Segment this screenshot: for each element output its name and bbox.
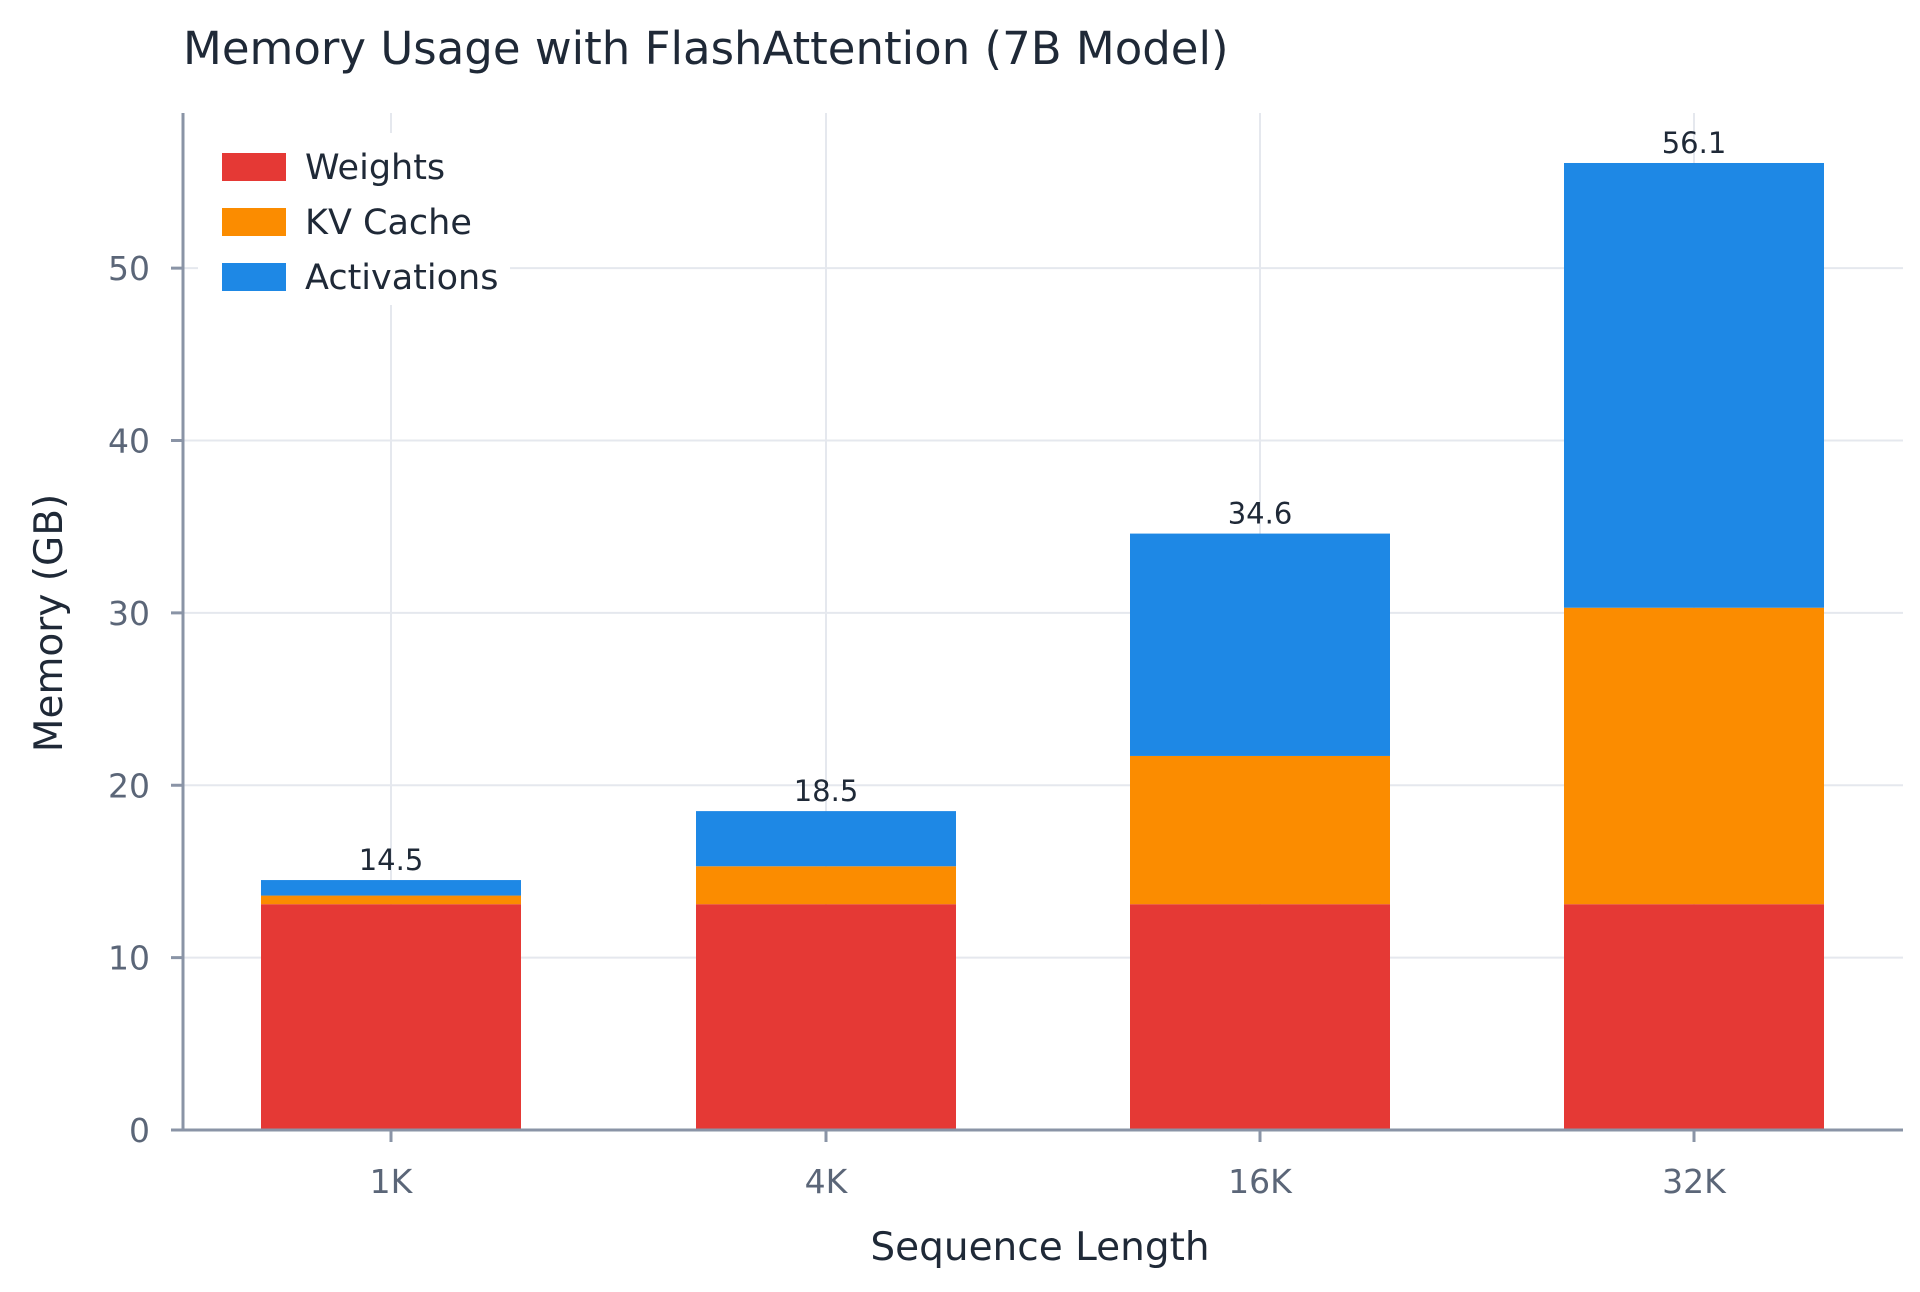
- legend-label-activations: Activations: [305, 258, 498, 298]
- y-tick-label-30: 30: [108, 594, 150, 633]
- legend-swatch-kv-cache: [222, 208, 286, 236]
- bar-kv-cache-1k: [261, 895, 521, 905]
- labels-layer: 14.5 18.5 34.6 56.1 0 10 20 30 40 50 1K 4K 16K 32K: [108, 126, 1727, 1201]
- bar-activations-4k: [696, 811, 956, 867]
- total-label-1k: 14.5: [359, 843, 424, 877]
- bar-kv-cache-16k: [1130, 755, 1390, 905]
- legend-swatch-activations: [222, 263, 286, 291]
- legend-label-kv-cache: KV Cache: [305, 203, 472, 243]
- y-tick-label-0: 0: [129, 1111, 150, 1150]
- y-tick-label-40: 40: [108, 422, 150, 461]
- bar-weights-4k: [696, 904, 956, 1130]
- y-axis-label: Memory (GB): [27, 494, 72, 752]
- bar-activations-16k: [1130, 533, 1390, 756]
- bar-activations-32k: [1564, 162, 1824, 608]
- bar-kv-cache-32k: [1564, 607, 1824, 905]
- axes-layer: [171, 113, 1903, 1142]
- x-tick-label-32k: 32K: [1662, 1162, 1727, 1201]
- legend-swatch-weights: [222, 153, 286, 181]
- bar-kv-cache-4k: [696, 866, 956, 905]
- x-axis-label: Sequence Length: [870, 1225, 1209, 1270]
- bar-weights-32k: [1564, 904, 1824, 1130]
- legend: Weights KV Cache Activations: [198, 133, 510, 305]
- y-tick-label-50: 50: [108, 249, 150, 288]
- x-tick-label-16k: 16K: [1228, 1162, 1293, 1201]
- bars-layer: [261, 162, 1824, 1130]
- x-tick-label-1k: 1K: [370, 1162, 414, 1201]
- total-label-32k: 56.1: [1662, 126, 1727, 160]
- x-tick-label-4k: 4K: [805, 1162, 849, 1201]
- chart-title: Memory Usage with FlashAttention (7B Mod…: [183, 22, 1229, 75]
- y-tick-label-10: 10: [108, 939, 150, 978]
- total-label-16k: 34.6: [1228, 497, 1293, 531]
- bar-activations-1k: [261, 880, 521, 896]
- legend-label-weights: Weights: [305, 148, 445, 188]
- y-tick-label-20: 20: [108, 766, 150, 805]
- bar-weights-16k: [1130, 904, 1390, 1130]
- total-label-4k: 18.5: [794, 774, 859, 808]
- bar-weights-1k: [261, 904, 521, 1130]
